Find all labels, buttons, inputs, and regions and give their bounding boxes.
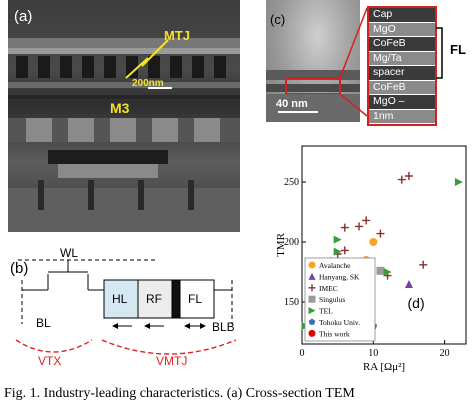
layer-item: MgO bbox=[369, 22, 435, 37]
data-point bbox=[340, 223, 349, 232]
tmr-scatter-svg: 0 10 20 150 200 250 RA [Ωμ²] TMR (d) Avalanche Han… bbox=[275, 145, 467, 373]
x-tick-label: 20 bbox=[440, 348, 450, 359]
tem-zoom-svg bbox=[266, 70, 360, 122]
data-point bbox=[404, 280, 413, 288]
data-point bbox=[376, 229, 385, 238]
legend-entry: This work bbox=[319, 329, 350, 338]
tem-zoom-scale: 40 nm bbox=[276, 98, 308, 110]
vtx-label: VTX bbox=[38, 354, 62, 368]
legend-marker bbox=[308, 284, 316, 292]
legend-entry: IMEC bbox=[319, 284, 338, 293]
data-point bbox=[376, 266, 385, 275]
vmtj-label: VMTJ bbox=[156, 354, 188, 368]
layer-item: CoFeB bbox=[369, 80, 435, 95]
legend-box bbox=[304, 257, 376, 342]
layer-item: spacer bbox=[369, 66, 435, 81]
rf-label: RF bbox=[146, 292, 162, 306]
mtj-label: MTJ bbox=[164, 28, 190, 43]
fl-label: FL bbox=[450, 42, 466, 57]
data-point bbox=[362, 216, 371, 225]
wl-label: WL bbox=[60, 246, 78, 260]
x-tick-label: 0 bbox=[300, 348, 305, 359]
data-point bbox=[355, 222, 364, 231]
panel-b-label: (b) bbox=[10, 260, 29, 277]
legend-marker bbox=[308, 329, 316, 337]
legend-entry: TEL bbox=[319, 307, 333, 316]
x-axis-label: RA [Ωμ²] bbox=[363, 361, 405, 373]
y-tick-label: 200 bbox=[284, 237, 299, 248]
panel-c-tem-image bbox=[266, 0, 360, 122]
layer-item: Cap bbox=[369, 8, 435, 23]
panel-a-label: (a) bbox=[14, 8, 33, 25]
panel-c-label: (c) bbox=[270, 12, 286, 27]
tem-scale-label: 200nm bbox=[132, 78, 164, 89]
data-point bbox=[369, 238, 378, 246]
data-point bbox=[333, 235, 342, 244]
data-point bbox=[340, 246, 349, 255]
data-point bbox=[333, 247, 342, 256]
fl-cell-label: FL bbox=[188, 292, 203, 306]
legend-entry: Hanyang, SK bbox=[319, 272, 360, 281]
legend-marker bbox=[308, 261, 316, 269]
legend-marker bbox=[308, 272, 316, 280]
y-axis-label: TMR bbox=[276, 232, 287, 257]
tem-structure-svg bbox=[8, 38, 240, 232]
legend-entry: Tohoku Univ. bbox=[319, 318, 360, 327]
legend-marker bbox=[308, 307, 316, 315]
panel-a-tem-image bbox=[8, 0, 240, 232]
layer-item: MgO – bbox=[369, 95, 435, 110]
x-tick-label: 10 bbox=[368, 348, 378, 359]
hl-label: HL bbox=[112, 292, 128, 306]
layer-item: 1nm bbox=[369, 109, 435, 124]
panel-d-label: (d) bbox=[408, 295, 425, 311]
panel-d-chart: 0 10 20 150 200 250 RA [Ωμ²] TMR (d) Avalanche Han… bbox=[275, 140, 472, 376]
legend-entry: Singulus bbox=[319, 295, 345, 304]
layer-item: CoFeB bbox=[369, 37, 435, 52]
layer-stack: Cap MgO CoFeB Mg/Ta spacer CoFeB MgO – 1… bbox=[367, 6, 437, 126]
legend-marker bbox=[308, 295, 316, 303]
fl-bracket bbox=[436, 27, 443, 79]
legend-entry: Avalanche bbox=[319, 261, 351, 270]
plot-frame bbox=[301, 145, 467, 345]
panel-b-schematic: (b) WL BL BLB HL RF FL VTX VMTJ bbox=[8, 244, 240, 370]
blb-label: BLB bbox=[212, 320, 235, 334]
y-tick-label: 150 bbox=[284, 297, 299, 308]
data-point bbox=[404, 172, 413, 180]
m3-label: M3 bbox=[110, 100, 130, 116]
legend-marker bbox=[308, 318, 316, 325]
bl-label: BL bbox=[36, 316, 51, 330]
figure-caption: Fig. 1. Industry-leading characteristics… bbox=[4, 386, 355, 401]
data-point bbox=[419, 260, 428, 269]
y-tick-label: 250 bbox=[284, 177, 299, 188]
circuit-svg bbox=[15, 259, 237, 355]
layer-item: Mg/Ta bbox=[369, 51, 435, 66]
data-point bbox=[397, 175, 406, 184]
data-point bbox=[383, 268, 392, 276]
data-point bbox=[454, 178, 463, 186]
zoom-connector bbox=[340, 7, 368, 117]
